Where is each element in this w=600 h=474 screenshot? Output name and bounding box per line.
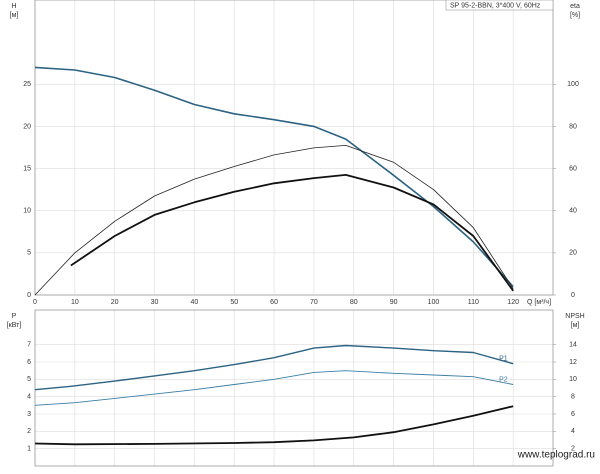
x-tick-label: 50 (230, 299, 238, 306)
y-axis-label: [кВт] (7, 322, 22, 329)
y-tick-label: 1 (27, 446, 31, 453)
y-tick-label: 7 (27, 342, 31, 349)
y-tick-label: 25 (23, 81, 31, 88)
x-tick-label: 20 (111, 299, 119, 306)
y2-axis-label: [м] (571, 322, 580, 329)
y-tick-label: 2 (27, 428, 31, 435)
x-tick-label: 120 (507, 299, 519, 306)
x-tick-label: 40 (190, 299, 198, 306)
x-tick-label: 100 (428, 299, 440, 306)
y-tick-label: 20 (23, 123, 31, 130)
x-tick-label: 70 (310, 299, 318, 306)
y-tick-label: 6 (27, 359, 31, 366)
curve (34, 145, 514, 296)
y2-tick-label: 20 (569, 250, 577, 257)
y-tick-label: 15 (23, 165, 31, 172)
y2-tick-label: 0 (571, 292, 575, 299)
x-tick-label: 10 (71, 299, 79, 306)
y-tick-label: 0 (27, 292, 31, 299)
watermark: www.teplograd.ru (517, 450, 595, 461)
plot-frame (34, 0, 554, 296)
curve (34, 66, 514, 288)
y2-tick-label: 100 (567, 81, 579, 88)
title-box (445, 0, 554, 11)
y2-axis-label: eta (570, 3, 580, 10)
chart-title: SP 95-2-BBN, 3*400 V, 60Hz (450, 2, 541, 9)
y-tick-label: 3 (27, 411, 31, 418)
plot-frame (34, 309, 554, 467)
x-tick-label: 90 (390, 299, 398, 306)
y2-tick-label: 2 (571, 446, 575, 453)
plots: 0 10 20 30 40 50 60 70 80 90 100 110 120051015202502… (7, 0, 585, 467)
x-tick-label: 0 (33, 299, 37, 306)
y2-tick-label: 14 (569, 342, 577, 349)
y2-tick-label: 40 (569, 208, 577, 215)
y2-axis-label: NPSH (565, 313, 584, 320)
y-axis-label: P (12, 313, 17, 320)
y2-tick-label: 4 (571, 428, 575, 435)
y-axis-label: [м] (10, 12, 19, 19)
curve (34, 370, 514, 406)
y2-tick-label: 60 (569, 165, 577, 172)
y-tick-label: 10 (23, 208, 31, 215)
y2-tick-label: 10 (569, 376, 577, 383)
y-tick-label: 5 (27, 376, 31, 383)
y-tick-label: 5 (27, 250, 31, 257)
y2-axis-label: [%] (570, 12, 580, 19)
y2-tick-label: 8 (571, 394, 575, 401)
y2-tick-label: 6 (571, 411, 575, 418)
series-label: P1 (499, 356, 508, 363)
x-tick-label: 110 (468, 299, 479, 306)
x-tick-label: 80 (350, 299, 358, 306)
x-tick-label: 60 (270, 299, 278, 306)
curve (34, 344, 514, 391)
y-axis-label: H (11, 3, 16, 10)
x-tick-label: 30 (151, 299, 159, 306)
y2-tick-label: 12 (569, 359, 577, 366)
curve (70, 174, 514, 292)
x-axis-label: Q [м³/ч] (527, 299, 551, 306)
y-tick-label: 4 (27, 394, 31, 401)
y2-tick-label: 80 (569, 123, 577, 130)
series-label: P2 (499, 376, 508, 383)
curve (34, 405, 514, 446)
